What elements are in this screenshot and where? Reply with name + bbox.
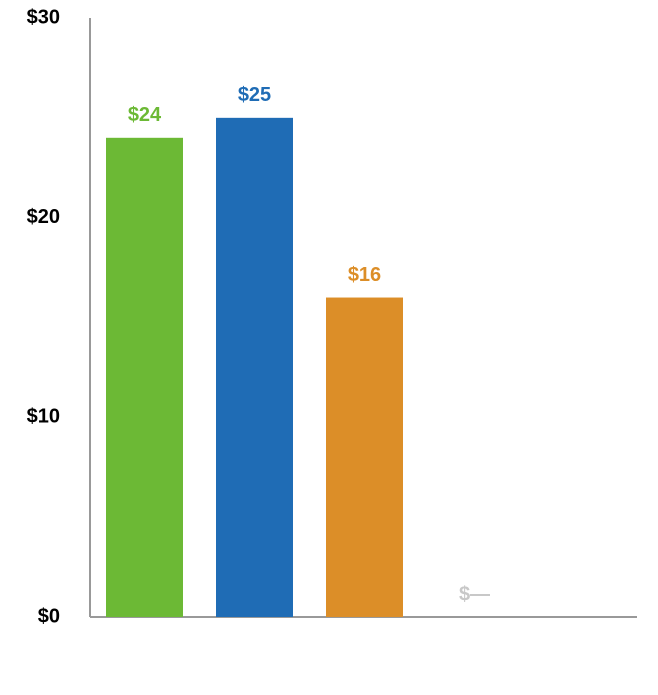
value-label: $24 bbox=[128, 104, 162, 126]
y-tick-label: $0 bbox=[38, 605, 60, 627]
value-label: $— bbox=[459, 583, 490, 605]
bar bbox=[326, 297, 403, 617]
value-label: $25 bbox=[238, 84, 271, 106]
y-tick-label: $20 bbox=[27, 206, 60, 228]
y-tick-label: $30 bbox=[27, 6, 60, 28]
bar bbox=[106, 137, 183, 618]
y-tick-label: $10 bbox=[27, 406, 60, 428]
bar bbox=[216, 117, 293, 617]
value-label: $16 bbox=[348, 264, 381, 286]
